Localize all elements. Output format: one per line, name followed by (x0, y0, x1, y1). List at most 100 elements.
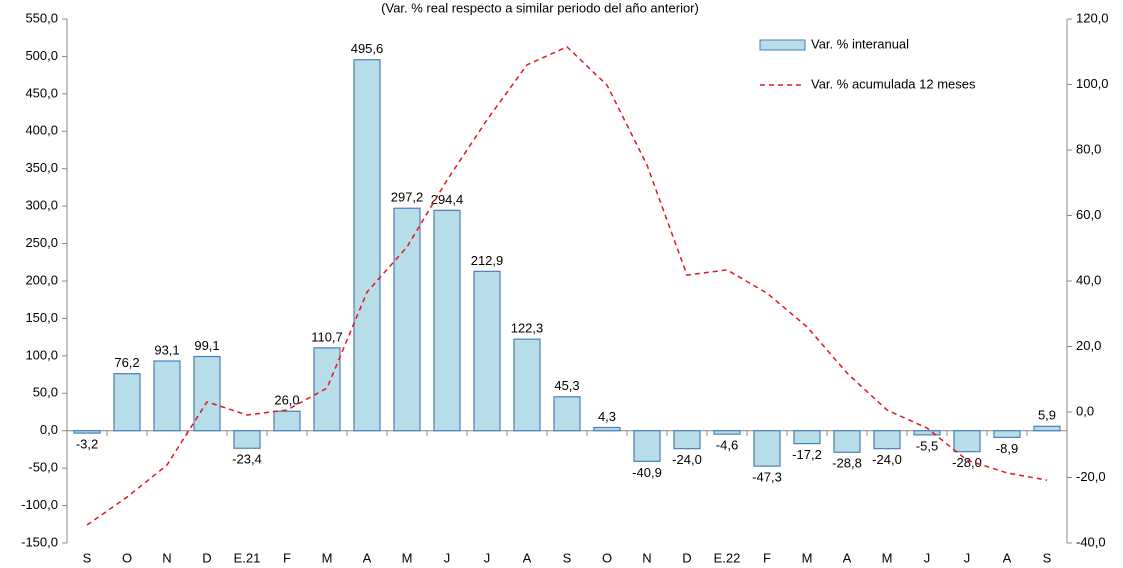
data-label: 4,3 (598, 409, 616, 424)
data-label: -28,8 (832, 456, 862, 471)
y2-tick-label: 100,0 (1076, 76, 1109, 91)
x-tick-label: E.22 (714, 550, 741, 565)
y-tick-label: 500,0 (25, 48, 58, 63)
chart-subtitle: (Var. % real respecto a similar periodo … (381, 0, 699, 15)
data-label: 93,1 (154, 342, 179, 357)
y2-tick-label: 40,0 (1076, 272, 1101, 287)
y-tick-label: 0,0 (40, 422, 58, 437)
bar (873, 430, 901, 450)
bar (753, 430, 781, 467)
x-tick-label: F (283, 550, 291, 565)
data-label: 76,2 (114, 355, 139, 370)
x-tick-label: E.21 (234, 550, 261, 565)
y2-tick-label: -40,0 (1076, 534, 1106, 549)
data-label: -24,0 (672, 452, 702, 467)
data-label: 110,7 (311, 329, 343, 344)
line (86, 45, 1048, 526)
data-label: -40,9 (632, 465, 662, 480)
data-label: 212,9 (471, 253, 504, 268)
bar (993, 430, 1021, 438)
x-tick-label: F (763, 550, 771, 565)
data-label: -28,0 (952, 455, 982, 470)
y-tick-label: 150,0 (25, 310, 58, 325)
y-tick-label: -50,0 (28, 460, 58, 475)
y-tick-label: -150,0 (21, 534, 58, 549)
data-label: 297,2 (391, 190, 424, 205)
bar (233, 430, 261, 449)
bar (953, 430, 981, 453)
y2-tick-label: 60,0 (1076, 207, 1101, 222)
y-tick-label: 200,0 (25, 272, 58, 287)
legend-label: Var. % interanual (811, 36, 909, 51)
y-tick-label: 100,0 (25, 347, 58, 362)
x-tick-label: M (802, 550, 813, 565)
y-tick-label: 400,0 (25, 123, 58, 138)
data-label: -3,2 (76, 437, 98, 452)
y-tick-label: 50,0 (33, 385, 58, 400)
x-tick-label: M (402, 550, 413, 565)
y-tick-label: -100,0 (21, 497, 58, 512)
y-tick-label: 350,0 (25, 160, 58, 175)
y2-tick-label: 0,0 (1076, 403, 1094, 418)
x-tick-label: J (444, 550, 451, 565)
data-label: -23,4 (232, 452, 262, 467)
data-label: 122,3 (511, 321, 544, 336)
bar (793, 430, 821, 445)
y2-tick-label: 20,0 (1076, 338, 1101, 353)
legend-label: Var. % acumulada 12 meses (811, 76, 976, 91)
bar (393, 207, 421, 432)
y2-tick-label: 80,0 (1076, 141, 1101, 156)
y-tick-label: 250,0 (25, 235, 58, 250)
data-label: 26,0 (274, 393, 299, 408)
x-tick-label: M (322, 550, 333, 565)
legend-swatch (759, 39, 806, 51)
bar (353, 59, 381, 432)
x-tick-label: D (202, 550, 211, 565)
x-tick-label: S (83, 550, 92, 565)
bar (673, 430, 701, 450)
x-tick-label: N (642, 550, 651, 565)
y2-tick-label: -20,0 (1076, 469, 1106, 484)
x-tick-label: D (682, 550, 691, 565)
bar (273, 410, 301, 432)
x-tick-label: J (924, 550, 931, 565)
y-tick-label: 550,0 (25, 10, 58, 25)
bar (113, 373, 141, 432)
data-label: 45,3 (554, 378, 579, 393)
x-tick-label: J (964, 550, 971, 565)
data-label: 495,6 (351, 41, 384, 56)
data-label: -24,0 (872, 452, 902, 467)
x-tick-label: J (484, 550, 491, 565)
x-tick-label: O (602, 550, 612, 565)
bar (193, 355, 221, 432)
bar (593, 426, 621, 432)
data-label: 5,9 (1038, 408, 1056, 423)
x-tick-label: O (122, 550, 132, 565)
data-label: -4,6 (716, 438, 738, 453)
x-tick-label: S (1043, 550, 1052, 565)
x-tick-label: N (162, 550, 171, 565)
bar (153, 360, 181, 432)
bar (633, 430, 661, 462)
bar (433, 209, 461, 432)
bar (833, 430, 861, 453)
x-tick-label: A (843, 550, 852, 565)
bar (553, 396, 581, 432)
data-label: -8,9 (996, 441, 1018, 456)
x-tick-label: A (363, 550, 372, 565)
bar (73, 430, 101, 434)
x-tick-label: M (882, 550, 893, 565)
y-tick-label: 300,0 (25, 198, 58, 213)
data-label: -5,5 (916, 438, 938, 453)
bar (313, 347, 341, 432)
y-tick-label: 450,0 (25, 85, 58, 100)
data-label: -47,3 (752, 470, 782, 485)
x-tick-label: S (563, 550, 572, 565)
bar (513, 338, 541, 432)
data-label: 294,4 (431, 192, 464, 207)
data-label: -17,2 (792, 447, 822, 462)
bar (473, 270, 501, 432)
bar (913, 430, 941, 436)
bar (713, 430, 741, 435)
